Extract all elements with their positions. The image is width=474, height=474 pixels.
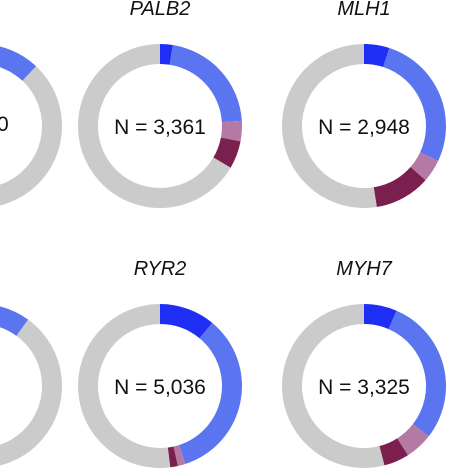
donut-slice bbox=[0, 46, 37, 81]
donut-slice bbox=[364, 44, 390, 68]
donut-slice bbox=[213, 137, 241, 168]
donut-chart-partial-3 bbox=[0, 306, 62, 466]
donut-slice bbox=[169, 45, 242, 123]
chart-title: RYR2 bbox=[134, 258, 187, 280]
sample-size-label: N = 5,036 bbox=[114, 376, 206, 399]
donut-slice bbox=[0, 319, 62, 466]
donut-slice bbox=[77, 304, 171, 468]
donut-slice bbox=[173, 444, 186, 467]
donut-slice bbox=[410, 152, 439, 181]
sample-size-label: N = 2,948 bbox=[318, 116, 410, 139]
donut-chart-myh7: MYH7 N = 3,325 bbox=[281, 258, 446, 469]
donut-slice bbox=[179, 322, 242, 464]
donut-slice bbox=[0, 306, 29, 336]
donut-slice bbox=[160, 44, 173, 65]
donut-slice bbox=[281, 304, 385, 469]
partial-center-label: 0 bbox=[0, 113, 9, 136]
donut-slice bbox=[364, 304, 397, 330]
donut-slice bbox=[281, 44, 377, 209]
donut-slice bbox=[167, 446, 178, 468]
donut-slice bbox=[160, 304, 213, 339]
donut-chart-palb2: PALB2 N = 3,361 bbox=[77, 0, 242, 209]
donut-slice bbox=[383, 48, 446, 161]
donut-chart-mlh1: MLH1 N = 2,948 bbox=[281, 0, 446, 209]
donut-slice bbox=[379, 438, 408, 466]
donut-chart-ryr2: RYR2 N = 5,036 bbox=[77, 258, 242, 468]
donut-slice bbox=[220, 120, 242, 142]
donut-slice bbox=[373, 167, 426, 207]
donut-slice bbox=[0, 66, 62, 206]
chart-title: PALB2 bbox=[130, 0, 191, 20]
sample-size-label: N = 3,361 bbox=[114, 116, 206, 139]
donut-chart-partial-0 bbox=[0, 46, 62, 206]
donut-slice bbox=[388, 310, 446, 437]
sample-size-label: N = 3,325 bbox=[318, 376, 410, 399]
chart-title: MLH1 bbox=[337, 0, 390, 20]
chart-title: MYH7 bbox=[336, 258, 392, 280]
donut-slice bbox=[397, 424, 429, 456]
